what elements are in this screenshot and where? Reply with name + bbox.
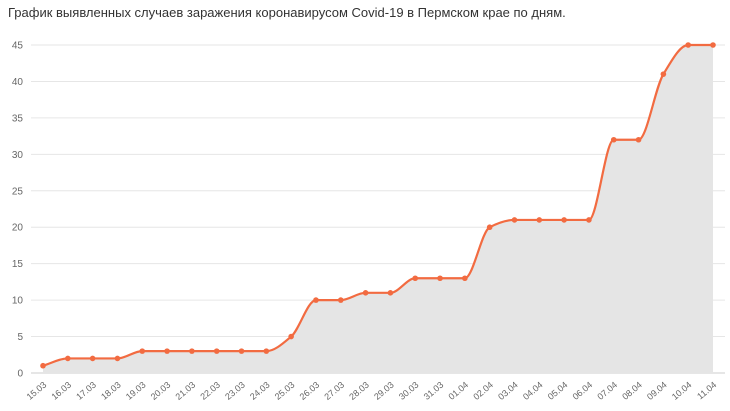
data-point-17.03[interactable]: [89, 355, 96, 362]
y-tick-label: 40: [12, 77, 24, 88]
data-point-23.03[interactable]: [238, 348, 245, 354]
x-tick-label: 27.03: [322, 380, 346, 402]
x-tick-label: 24.03: [248, 380, 272, 402]
series-line: [42, 43, 713, 367]
x-tick-label: 30.03: [397, 380, 421, 402]
x-tick-label: 26.03: [298, 380, 322, 402]
y-tick-label: 10: [12, 296, 24, 307]
data-point-02.04[interactable]: [486, 224, 493, 231]
data-point-25.03[interactable]: [288, 333, 294, 340]
data-point-05.04[interactable]: [561, 217, 567, 223]
data-point-26.03[interactable]: [313, 297, 319, 303]
y-tick-label: 0: [17, 369, 23, 380]
x-tick-label: 09.04: [645, 380, 669, 402]
x-tick-label: 19.03: [124, 380, 148, 402]
x-tick-label: 18.03: [99, 380, 123, 402]
data-point-18.03[interactable]: [114, 355, 121, 362]
x-tick-label: 23.03: [223, 380, 247, 402]
data-point-04.04[interactable]: [536, 217, 543, 223]
x-tick-label: 21.03: [174, 380, 198, 402]
y-tick-label: 5: [17, 332, 23, 343]
data-point-03.04[interactable]: [511, 217, 518, 223]
data-point-15.03[interactable]: [40, 362, 46, 369]
y-tick-label: 20: [12, 223, 24, 234]
x-tick-label: 03.04: [496, 380, 520, 402]
y-tick-label: 25: [12, 186, 24, 197]
x-tick-label: 31.03: [422, 380, 446, 402]
data-point-16.03[interactable]: [65, 355, 71, 362]
data-point-24.03[interactable]: [263, 348, 270, 354]
data-point-08.04[interactable]: [635, 136, 642, 143]
data-point-31.03[interactable]: [437, 275, 443, 282]
x-tick-label: 07.04: [595, 380, 619, 402]
x-tick-label: 08.04: [620, 380, 644, 402]
x-tick-label: 17.03: [74, 380, 98, 402]
y-tick-label: 15: [12, 259, 24, 270]
data-point-22.03[interactable]: [213, 348, 220, 354]
data-point-27.03[interactable]: [337, 297, 344, 303]
data-point-30.03[interactable]: [412, 275, 419, 282]
x-tick-label: 11.04: [695, 380, 718, 402]
x-tick-label: 06.04: [571, 380, 595, 402]
data-point-10.04[interactable]: [685, 42, 691, 48]
data-point-20.03[interactable]: [164, 348, 170, 354]
x-tick-label: 20.03: [149, 380, 173, 402]
x-tick-label: 28.03: [347, 380, 371, 402]
series-area: [43, 45, 713, 373]
data-point-01.04[interactable]: [462, 275, 468, 282]
x-tick-label: 05.04: [546, 380, 570, 402]
data-point-21.03[interactable]: [189, 348, 195, 354]
x-tick-label: 01.04: [446, 380, 470, 402]
y-tick-label: 45: [12, 41, 24, 52]
x-tick-label: 22.03: [198, 380, 222, 402]
data-point-09.04[interactable]: [660, 71, 667, 77]
x-tick-label: 15.03: [25, 380, 49, 402]
data-point-06.04[interactable]: [586, 217, 592, 223]
data-point-07.04[interactable]: [610, 136, 617, 143]
data-point-19.03[interactable]: [139, 348, 146, 354]
y-axis-ticks: 0 5 10 15 20 25 30 35 40 45: [12, 41, 24, 380]
x-tick-label: 29.03: [372, 380, 396, 402]
chart-title: График выявленных случаев заражения коро…: [8, 5, 566, 20]
x-tick-label: 25.03: [273, 380, 297, 402]
y-tick-label: 35: [12, 113, 24, 124]
x-tick-label: 10.04: [670, 380, 694, 402]
x-tick-label: 02.04: [471, 380, 495, 402]
x-tick-label: 04.04: [521, 380, 545, 402]
data-point-28.03[interactable]: [362, 290, 369, 296]
x-axis-ticks: 15.03 16.03 17.03 18.03 19.03 20.03 21.03 22.03…: [25, 380, 719, 402]
y-tick-label: 30: [12, 150, 24, 161]
data-point-29.03[interactable]: [387, 290, 394, 296]
data-point-11.04[interactable]: [710, 42, 716, 48]
points-layer: [40, 42, 716, 369]
x-tick-label: 16.03: [49, 380, 73, 402]
